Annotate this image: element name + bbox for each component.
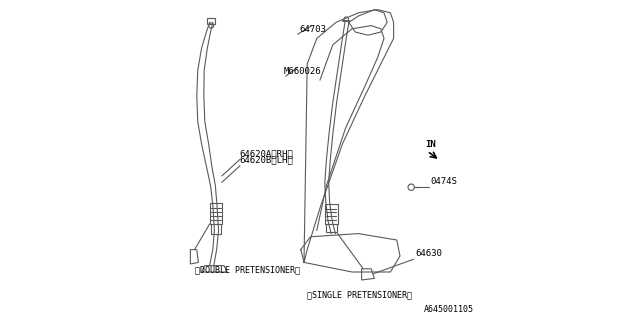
Text: 64703: 64703 — [300, 25, 326, 34]
Text: 64620A〈RH〉: 64620A〈RH〉 — [239, 149, 293, 158]
Bar — [207, 18, 215, 24]
Text: 64630: 64630 — [415, 249, 442, 258]
Bar — [211, 224, 221, 234]
Bar — [326, 224, 337, 232]
Text: A645001105: A645001105 — [424, 305, 474, 314]
Text: 0474S: 0474S — [430, 177, 457, 186]
Text: IN: IN — [425, 140, 436, 149]
Text: 〈SINGLE PRETENSIONER〉: 〈SINGLE PRETENSIONER〉 — [307, 290, 412, 299]
Text: M660026: M660026 — [284, 67, 321, 76]
Bar — [210, 203, 223, 224]
Text: 〈DOUBLE PRETENSIONER〉: 〈DOUBLE PRETENSIONER〉 — [195, 266, 300, 275]
Text: 64620B〈LH〉: 64620B〈LH〉 — [239, 156, 293, 164]
Bar — [325, 204, 338, 224]
